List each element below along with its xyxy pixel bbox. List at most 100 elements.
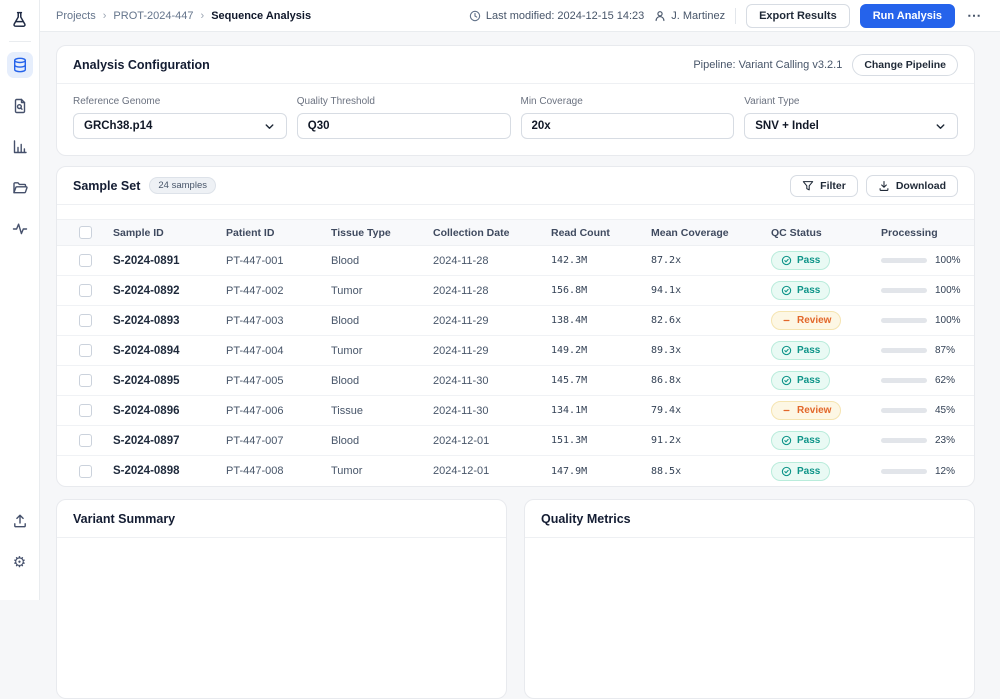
sidebar-item-bar-chart[interactable] (7, 134, 33, 160)
gear-icon: ⚙ (13, 555, 26, 570)
sample-set-card: Sample Set 24 samples Filter Download Sa… (56, 166, 975, 487)
progress-percent-label: 100% (935, 255, 961, 266)
sample-table: Sample ID Patient ID Tissue Type Collect… (57, 219, 974, 486)
breadcrumb-project-id[interactable]: PROT-2024-447 (113, 10, 193, 22)
user-menu[interactable]: J. Martinez (654, 10, 725, 22)
table-row[interactable]: S-2024-0898 PT-447-008 Tumor 2024-12-01 … (57, 456, 974, 486)
processing-cell: 12% (881, 466, 974, 477)
qc-status-cell: Pass (771, 251, 881, 270)
patient-id-cell: PT-447-001 (226, 255, 331, 267)
clock-icon (469, 10, 481, 22)
qc-status-badge: Review (771, 311, 841, 330)
sidebar-item-folder[interactable] (7, 175, 33, 201)
check-circle-icon (781, 435, 792, 446)
row-checkbox[interactable] (79, 314, 92, 327)
read-count-cell: 145.7M (551, 375, 651, 386)
sample-id-cell: S-2024-0895 (113, 375, 226, 387)
patient-id-cell: PT-447-008 (226, 465, 331, 477)
read-count-cell: 156.8M (551, 285, 651, 296)
table-row[interactable]: S-2024-0896 PT-447-006 Tissue 2024-11-30… (57, 396, 974, 426)
download-icon (878, 180, 890, 192)
table-row[interactable]: S-2024-0891 PT-447-001 Blood 2024-11-28 … (57, 246, 974, 276)
table-row[interactable]: S-2024-0893 PT-447-003 Blood 2024-11-29 … (57, 306, 974, 336)
table-row[interactable]: S-2024-0892 PT-447-002 Tumor 2024-11-28 … (57, 276, 974, 306)
table-row[interactable]: S-2024-0894 PT-447-004 Tumor 2024-11-29 … (57, 336, 974, 366)
reference-genome-select[interactable]: GRCh38.p14 (73, 113, 287, 139)
config-card-title: Analysis Configuration (73, 58, 210, 72)
table-row[interactable]: S-2024-0895 PT-447-005 Blood 2024-11-30 … (57, 366, 974, 396)
run-analysis-button[interactable]: Run Analysis (860, 4, 955, 28)
qc-status-badge: Pass (771, 341, 830, 360)
export-results-button[interactable]: Export Results (746, 4, 850, 28)
sample-id-cell: S-2024-0893 (113, 315, 226, 327)
sidebar-item-settings[interactable]: ⚙ (7, 549, 33, 575)
topbar-divider (735, 8, 736, 24)
select-all-checkbox[interactable] (79, 226, 92, 239)
tissue-type-cell: Tumor (331, 345, 433, 357)
mean-coverage-cell: 87.2x (651, 255, 771, 266)
read-count-cell: 138.4M (551, 315, 651, 326)
min-coverage-input[interactable] (532, 120, 724, 132)
qc-status-label: Pass (797, 466, 820, 477)
check-circle-icon (781, 466, 792, 477)
folder-open-icon (12, 180, 28, 196)
breadcrumb-projects[interactable]: Projects (56, 10, 96, 22)
chevron-down-icon (263, 120, 276, 133)
progress-percent-label: 100% (935, 285, 961, 296)
row-checkbox[interactable] (79, 374, 92, 387)
top-bar: Projects › PROT-2024-447 › Sequence Anal… (40, 0, 1000, 32)
row-checkbox[interactable] (79, 404, 92, 417)
row-checkbox[interactable] (79, 434, 92, 447)
variant-summary-title: Variant Summary (73, 512, 175, 526)
sample-table-header: Sample ID Patient ID Tissue Type Collect… (57, 219, 974, 246)
collection-date-cell: 2024-11-28 (433, 255, 551, 267)
reference-genome-field: Reference Genome GRCh38.p14 (73, 96, 287, 139)
filter-button[interactable]: Filter (790, 175, 858, 197)
read-count-cell: 151.3M (551, 435, 651, 446)
qc-status-badge: Pass (771, 371, 830, 390)
qc-status-label: Pass (797, 345, 820, 356)
row-checkbox[interactable] (79, 284, 92, 297)
progress-bar (881, 348, 927, 353)
breadcrumb-separator: › (201, 10, 205, 22)
mean-coverage-cell: 89.3x (651, 345, 771, 356)
sidebar-item-activity[interactable] (7, 216, 33, 242)
main-content: Analysis Configuration Pipeline: Variant… (40, 32, 1000, 600)
row-checkbox[interactable] (79, 465, 92, 478)
progress-bar (881, 438, 927, 443)
check-circle-icon (781, 375, 792, 386)
processing-cell: 62% (881, 375, 974, 386)
sidebar-item-database[interactable] (7, 52, 33, 78)
sample-id-cell: S-2024-0891 (113, 255, 226, 267)
sample-id-cell: S-2024-0898 (113, 465, 226, 477)
pipeline-label: Pipeline: Variant Calling v3.2.1 (693, 59, 842, 71)
qc-status-cell: Review (771, 401, 881, 420)
qc-status-label: Review (797, 315, 831, 326)
sidebar-item-upload[interactable] (7, 508, 33, 534)
row-checkbox[interactable] (79, 344, 92, 357)
download-button[interactable]: Download (866, 175, 958, 197)
column-header-collection-date: Collection Date (433, 227, 551, 239)
last-modified-text: Last modified: 2024-12-15 14:23 (486, 10, 644, 22)
column-header-mean-coverage: Mean Coverage (651, 227, 771, 239)
analysis-configuration-card: Analysis Configuration Pipeline: Variant… (56, 45, 975, 156)
qc-status-badge: Pass (771, 281, 830, 300)
row-checkbox[interactable] (79, 254, 92, 267)
more-menu-button[interactable]: ⋯ (965, 7, 984, 24)
upload-icon (12, 513, 28, 529)
progress-bar (881, 469, 927, 474)
variant-type-select[interactable]: SNV + Indel (744, 113, 958, 139)
read-count-cell: 134.1M (551, 405, 651, 416)
quality-threshold-input[interactable] (308, 120, 500, 132)
sidebar-item-file-search[interactable] (7, 93, 33, 119)
change-pipeline-button[interactable]: Change Pipeline (852, 54, 958, 76)
qc-status-label: Pass (797, 435, 820, 446)
qc-status-badge: Pass (771, 251, 830, 270)
table-row[interactable]: S-2024-0897 PT-447-007 Blood 2024-12-01 … (57, 426, 974, 456)
patient-id-cell: PT-447-003 (226, 315, 331, 327)
tissue-type-cell: Blood (331, 315, 433, 327)
mean-coverage-cell: 88.5x (651, 466, 771, 477)
column-header-sample-id: Sample ID (113, 227, 226, 239)
mean-coverage-cell: 91.2x (651, 435, 771, 446)
collection-date-cell: 2024-12-01 (433, 465, 551, 477)
